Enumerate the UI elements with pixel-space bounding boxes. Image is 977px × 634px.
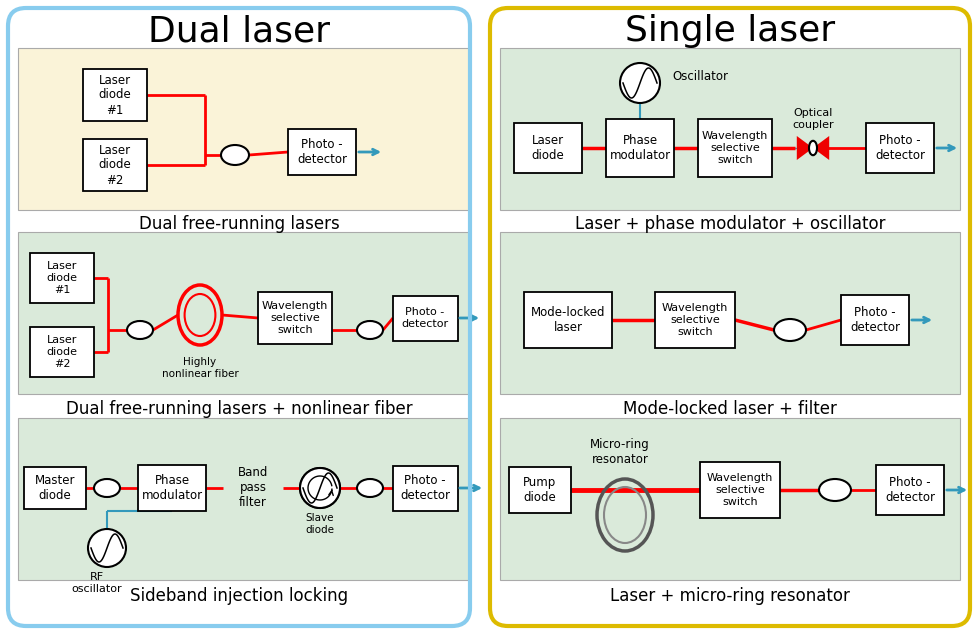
- FancyBboxPatch shape: [287, 129, 356, 175]
- FancyBboxPatch shape: [514, 123, 581, 173]
- FancyBboxPatch shape: [223, 465, 282, 511]
- FancyBboxPatch shape: [875, 465, 943, 515]
- Polygon shape: [812, 136, 828, 160]
- Text: Dual free-running lasers + nonlinear fiber: Dual free-running lasers + nonlinear fib…: [65, 400, 412, 418]
- FancyBboxPatch shape: [655, 292, 735, 348]
- Ellipse shape: [300, 468, 340, 508]
- FancyBboxPatch shape: [83, 69, 147, 121]
- Text: Photo -
detector: Photo - detector: [401, 307, 448, 329]
- Text: Photo -
detector: Photo - detector: [874, 134, 924, 162]
- Text: Photo -
detector: Photo - detector: [400, 474, 449, 502]
- Text: Master
diode: Master diode: [35, 474, 75, 502]
- FancyBboxPatch shape: [83, 139, 147, 191]
- Text: Laser
diode
#1: Laser diode #1: [99, 74, 131, 117]
- Ellipse shape: [94, 479, 120, 497]
- Ellipse shape: [300, 468, 340, 508]
- FancyBboxPatch shape: [499, 48, 959, 210]
- Text: Laser + micro-ring resonator: Laser + micro-ring resonator: [610, 587, 849, 605]
- FancyBboxPatch shape: [18, 232, 470, 394]
- FancyBboxPatch shape: [499, 232, 959, 394]
- FancyBboxPatch shape: [392, 465, 457, 510]
- Text: Sideband injection locking: Sideband injection locking: [130, 587, 348, 605]
- FancyBboxPatch shape: [138, 465, 206, 511]
- FancyBboxPatch shape: [499, 418, 959, 580]
- FancyBboxPatch shape: [18, 418, 470, 580]
- FancyBboxPatch shape: [840, 295, 908, 345]
- Text: RF
oscillator: RF oscillator: [71, 572, 122, 593]
- Text: Laser
diode
#2: Laser diode #2: [99, 143, 131, 186]
- Text: Photo -
detector: Photo - detector: [297, 138, 347, 166]
- Ellipse shape: [221, 145, 249, 165]
- Text: Mode-locked laser + filter: Mode-locked laser + filter: [622, 400, 836, 418]
- Ellipse shape: [88, 529, 126, 567]
- FancyBboxPatch shape: [24, 467, 86, 509]
- Text: Phase
modulator: Phase modulator: [609, 134, 670, 162]
- Text: Slave
diode: Slave diode: [305, 513, 334, 534]
- Polygon shape: [796, 136, 812, 160]
- Ellipse shape: [808, 141, 816, 155]
- Ellipse shape: [127, 321, 152, 339]
- Ellipse shape: [185, 294, 215, 336]
- Ellipse shape: [357, 479, 383, 497]
- Text: Band
pass
filter: Band pass filter: [237, 467, 268, 510]
- FancyBboxPatch shape: [606, 119, 673, 177]
- FancyBboxPatch shape: [392, 295, 457, 340]
- FancyBboxPatch shape: [18, 48, 470, 210]
- FancyBboxPatch shape: [508, 467, 571, 513]
- Text: Oscillator: Oscillator: [671, 70, 727, 82]
- Text: Photo -
detector: Photo - detector: [884, 476, 934, 504]
- Text: Dual free-running lasers: Dual free-running lasers: [139, 215, 339, 233]
- Text: Dual laser: Dual laser: [148, 14, 329, 48]
- Ellipse shape: [773, 319, 805, 341]
- Text: Wavelength
selective
switch: Wavelength selective switch: [706, 474, 773, 507]
- Text: Optical
coupler: Optical coupler: [791, 108, 833, 129]
- FancyBboxPatch shape: [698, 119, 771, 177]
- Text: Mode-locked
laser: Mode-locked laser: [531, 306, 605, 334]
- FancyBboxPatch shape: [700, 462, 780, 518]
- Text: Single laser: Single laser: [624, 14, 834, 48]
- Text: Highly
nonlinear fiber: Highly nonlinear fiber: [161, 357, 238, 378]
- Ellipse shape: [619, 63, 659, 103]
- Ellipse shape: [357, 321, 383, 339]
- Ellipse shape: [818, 479, 850, 501]
- Text: Wavelength
selective
switch: Wavelength selective switch: [262, 301, 328, 335]
- Text: Laser + phase modulator + oscillator: Laser + phase modulator + oscillator: [574, 215, 884, 233]
- FancyBboxPatch shape: [865, 123, 933, 173]
- Text: Wavelength
selective
switch: Wavelength selective switch: [701, 131, 767, 165]
- Text: Laser
diode: Laser diode: [531, 134, 564, 162]
- Text: Laser
diode
#1: Laser diode #1: [47, 261, 77, 295]
- FancyBboxPatch shape: [30, 253, 94, 303]
- Text: Wavelength
selective
switch: Wavelength selective switch: [661, 304, 728, 337]
- Text: Pump
diode: Pump diode: [523, 476, 556, 504]
- Text: Laser
diode
#2: Laser diode #2: [47, 335, 77, 368]
- Text: Micro-ring
resonator: Micro-ring resonator: [589, 438, 649, 466]
- Text: Phase
modulator: Phase modulator: [142, 474, 202, 502]
- Text: Photo -
detector: Photo - detector: [849, 306, 899, 334]
- FancyBboxPatch shape: [258, 292, 331, 344]
- FancyBboxPatch shape: [30, 327, 94, 377]
- FancyBboxPatch shape: [524, 292, 612, 348]
